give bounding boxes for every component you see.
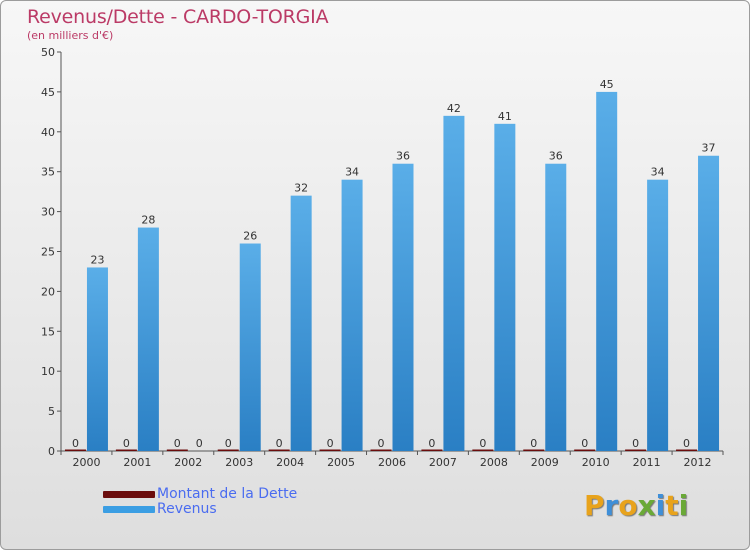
proxiti-logo: Proxiti [584, 489, 688, 522]
bar-dette [268, 449, 290, 451]
legend-swatch-revenus [103, 505, 155, 513]
value-label-revenus: 0 [196, 437, 203, 450]
logo-letter: r [604, 489, 619, 522]
bar-dette [472, 449, 494, 451]
bar-dette [574, 449, 596, 451]
bar-dette [421, 449, 443, 451]
x-tick-label: 2003 [225, 456, 253, 469]
x-tick-label: 2000 [72, 456, 100, 469]
value-label-revenus: 26 [243, 230, 257, 243]
chart-subtitle: (en milliers d'€) [27, 29, 114, 42]
y-tick-label: 20 [41, 285, 55, 298]
y-tick-label: 10 [41, 365, 55, 378]
logo-letter: i [655, 489, 666, 522]
value-label-revenus: 34 [345, 166, 359, 179]
x-tick-label: 2004 [276, 456, 304, 469]
bar-revenus [137, 227, 159, 451]
value-label-revenus: 23 [90, 253, 104, 266]
y-tick-label: 40 [41, 126, 55, 139]
bar-revenus [341, 179, 363, 451]
value-label-dette: 0 [123, 437, 130, 450]
x-tick-label: 2005 [327, 456, 355, 469]
logo-letter: i [678, 489, 689, 522]
value-label-revenus: 45 [600, 78, 614, 91]
bar-revenus [290, 195, 312, 451]
bar-revenus [86, 267, 108, 451]
x-tick-label: 2001 [123, 456, 151, 469]
logo-letter: o [618, 489, 638, 522]
value-label-revenus: 41 [498, 110, 512, 123]
value-label-dette: 0 [225, 437, 232, 450]
bar-revenus [647, 179, 669, 451]
bar-revenus [545, 163, 567, 451]
value-label-revenus: 36 [396, 150, 410, 163]
value-label-dette: 0 [174, 437, 181, 450]
value-label-revenus: 36 [549, 150, 563, 163]
value-label-dette: 0 [428, 437, 435, 450]
value-label-revenus: 37 [702, 142, 716, 155]
legend-item-dette: Montant de la Dette [103, 486, 297, 502]
x-tick-label: 2006 [378, 456, 406, 469]
y-tick-label: 45 [41, 86, 55, 99]
bar-dette [523, 449, 545, 451]
x-tick-label: 2008 [480, 456, 508, 469]
legend-label-revenus: Revenus [157, 501, 217, 517]
value-label-dette: 0 [276, 437, 283, 450]
value-label-dette: 0 [378, 437, 385, 450]
value-label-dette: 0 [327, 437, 334, 450]
bar-revenus [443, 115, 465, 451]
logo-letter: P [584, 489, 605, 522]
value-label-revenus: 42 [447, 102, 461, 115]
bar-dette [217, 449, 239, 451]
value-label-revenus: 34 [651, 166, 665, 179]
y-tick-label: 25 [41, 246, 55, 259]
value-label-revenus: 28 [141, 214, 155, 227]
legend-label-dette: Montant de la Dette [157, 486, 298, 502]
y-tick-label: 15 [41, 325, 55, 338]
bar-dette [625, 449, 647, 451]
value-label-dette: 0 [530, 437, 537, 450]
legend-swatch-dette [103, 490, 155, 498]
y-tick-label: 0 [48, 445, 55, 458]
value-label-dette: 0 [479, 437, 486, 450]
bar-dette [370, 449, 392, 451]
bar-revenus [596, 91, 618, 452]
value-label-revenus: 32 [294, 182, 308, 195]
bar-dette [64, 449, 86, 451]
bar-revenus [239, 243, 261, 451]
y-tick-label: 50 [41, 46, 55, 59]
legend-item-revenus: Revenus [103, 501, 217, 517]
logo-letter: t [665, 489, 679, 522]
bar-dette [166, 449, 188, 451]
logo-letter: x [637, 489, 656, 522]
bar-revenus [698, 155, 720, 452]
value-label-dette: 0 [683, 437, 690, 450]
bar-revenus [494, 123, 516, 451]
y-tick-label: 35 [41, 166, 55, 179]
value-label-dette: 0 [632, 437, 639, 450]
x-tick-label: 2011 [633, 456, 661, 469]
x-tick-label: 2002 [174, 456, 202, 469]
bar-dette [115, 449, 137, 451]
x-tick-label: 2007 [429, 456, 457, 469]
bar-revenus [392, 163, 414, 451]
x-tick-label: 2010 [582, 456, 610, 469]
value-label-dette: 0 [72, 437, 79, 450]
value-label-dette: 0 [581, 437, 588, 450]
x-tick-label: 2009 [531, 456, 559, 469]
bar-dette [676, 449, 698, 451]
bar-dette [319, 449, 341, 451]
y-tick-label: 5 [48, 405, 55, 418]
y-tick-label: 30 [41, 206, 55, 219]
x-tick-label: 2012 [684, 456, 712, 469]
chart-title: Revenus/Dette - CARDO-TORGIA [27, 6, 329, 28]
